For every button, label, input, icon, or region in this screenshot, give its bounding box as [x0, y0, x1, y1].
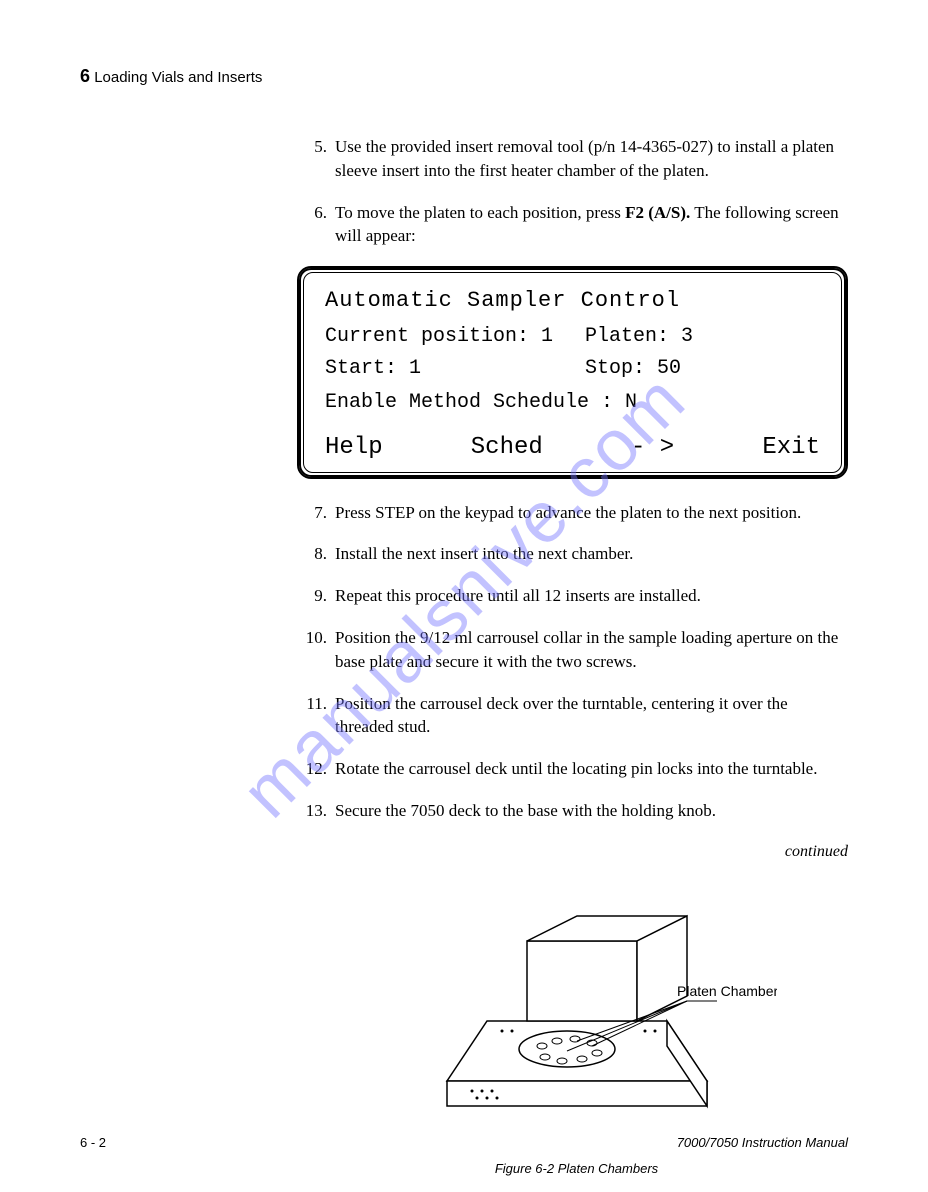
step-6: 6. To move the platen to each position, …	[305, 201, 848, 249]
screen-current-position: Current position: 1	[325, 323, 585, 351]
step-text: Secure the 7050 deck to the base with th…	[335, 799, 848, 823]
platen-chambers-diagram: Platen Chambers	[377, 881, 777, 1141]
softkey-help: Help	[325, 431, 383, 465]
step-5: 5. Use the provided insert removal tool …	[305, 135, 848, 183]
step-text: Use the provided insert removal tool (p/…	[335, 135, 848, 183]
step-number: 13.	[305, 799, 335, 823]
step-text: Position the carrousel deck over the tur…	[335, 692, 848, 740]
lcd-screen: Automatic Sampler Control Current positi…	[297, 266, 848, 478]
chapter-number: 6	[80, 66, 90, 86]
step-text: Rotate the carrousel deck until the loca…	[335, 757, 848, 781]
step-text: Repeat this procedure until all 12 inser…	[335, 584, 848, 608]
screen-softkeys: Help Sched - > Exit	[325, 431, 820, 465]
page-number: 6 - 2	[80, 1135, 106, 1150]
softkey-sched: Sched	[471, 431, 543, 465]
continued-label: continued	[305, 841, 848, 863]
figure-callout-label: Platen Chambers	[677, 983, 777, 999]
step-number: 12.	[305, 757, 335, 781]
step-number: 9.	[305, 584, 335, 608]
step-11: 11. Position the carrousel deck over the…	[305, 692, 848, 740]
figure-caption: Figure 6-2 Platen Chambers	[305, 1160, 848, 1178]
screen-stop: Stop: 50	[585, 355, 681, 383]
softkey-arrow: - >	[631, 431, 674, 465]
screen-enable-schedule: Enable Method Schedule : N	[325, 389, 820, 417]
step-text-part: To move the platen to each position, pre…	[335, 203, 625, 222]
manual-title: 7000/7050 Instruction Manual	[677, 1135, 848, 1150]
step-9: 9. Repeat this procedure until all 12 in…	[305, 584, 848, 608]
page-header: 6 Loading Vials and Inserts	[80, 66, 848, 87]
step-text: Install the next insert into the next ch…	[335, 542, 848, 566]
step-number: 8.	[305, 542, 335, 566]
step-13: 13. Secure the 7050 deck to the base wit…	[305, 799, 848, 823]
step-number: 11.	[305, 692, 335, 740]
figure-6-2: Platen Chambers Figure 6-2 Platen Chambe…	[305, 881, 848, 1178]
step-text: Position the 9/12 ml carrousel collar in…	[335, 626, 848, 674]
step-number: 5.	[305, 135, 335, 183]
step-number: 7.	[305, 501, 335, 525]
step-7: 7. Press STEP on the keypad to advance t…	[305, 501, 848, 525]
chapter-title: Loading Vials and Inserts	[94, 69, 262, 86]
page-footer: 6 - 2 7000/7050 Instruction Manual	[80, 1135, 848, 1150]
step-text: To move the platen to each position, pre…	[335, 201, 848, 249]
softkey-exit: Exit	[762, 431, 820, 465]
step-12: 12. Rotate the carrousel deck until the …	[305, 757, 848, 781]
step-10: 10. Position the 9/12 ml carrousel colla…	[305, 626, 848, 674]
screen-platen: Platen: 3	[585, 323, 693, 351]
step-text-bold: F2 (A/S).	[625, 203, 690, 222]
step-8: 8. Install the next insert into the next…	[305, 542, 848, 566]
step-text: Press STEP on the keypad to advance the …	[335, 501, 848, 525]
screen-title: Automatic Sampler Control	[325, 286, 820, 317]
step-number: 10.	[305, 626, 335, 674]
page-content: 5. Use the provided insert removal tool …	[305, 135, 848, 1178]
step-number: 6.	[305, 201, 335, 249]
screen-start: Start: 1	[325, 355, 585, 383]
